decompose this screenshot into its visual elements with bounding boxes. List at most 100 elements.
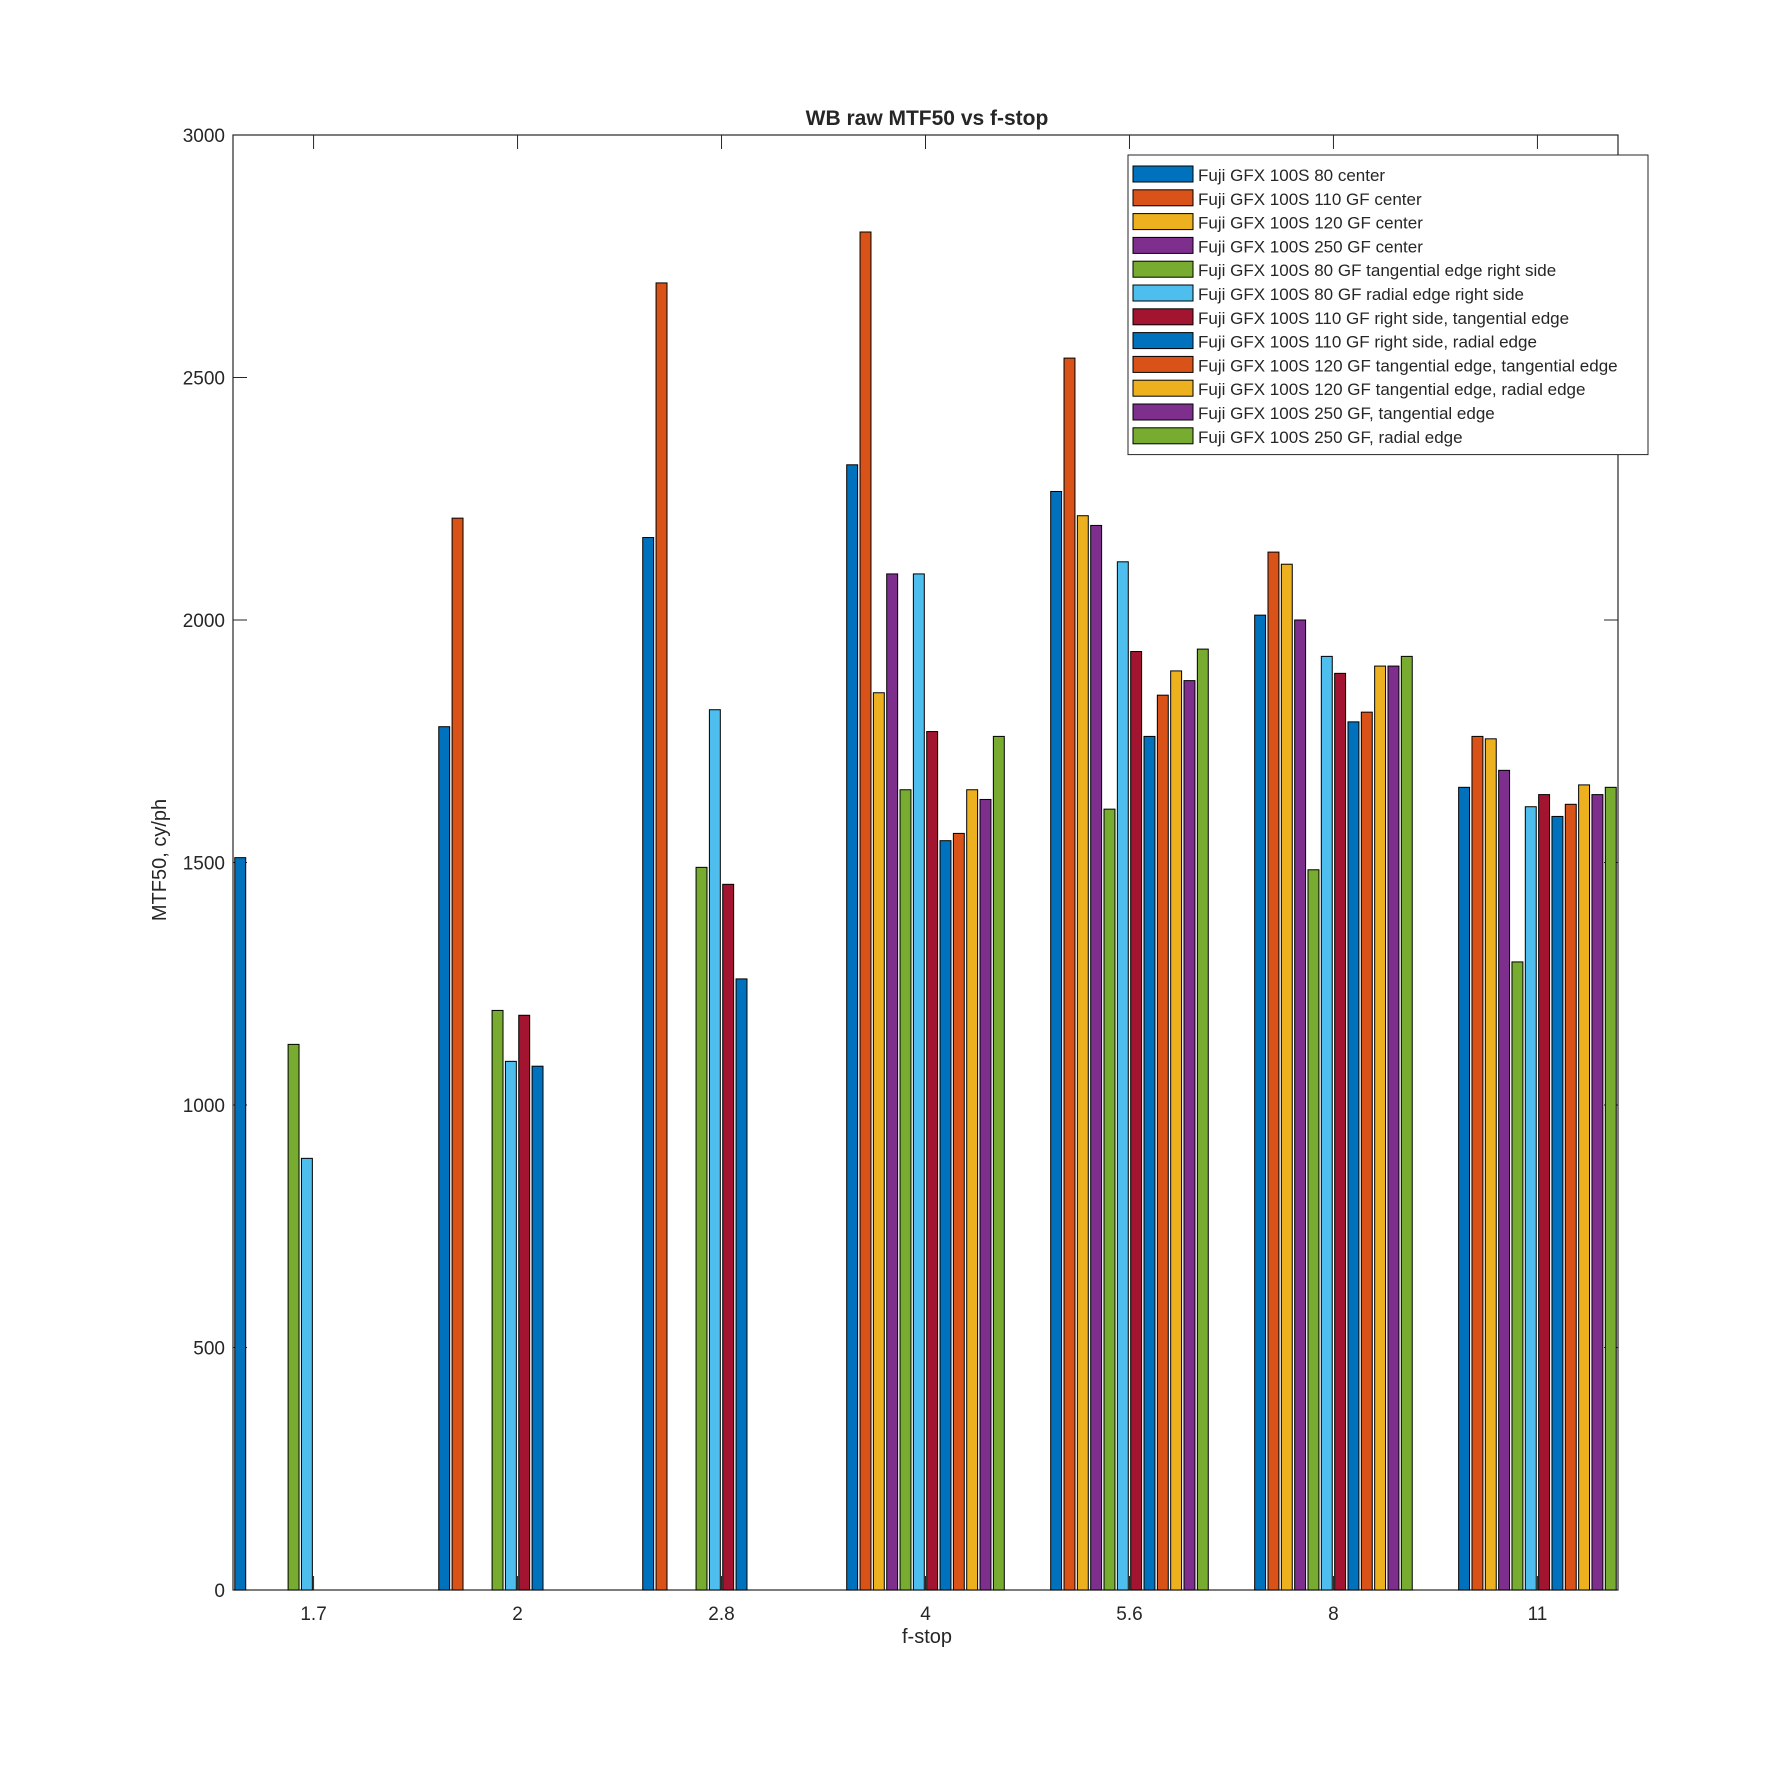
bar bbox=[1471, 735, 1484, 1591]
bar bbox=[912, 573, 925, 1591]
bar bbox=[1307, 869, 1320, 1591]
legend-swatch bbox=[1132, 355, 1194, 373]
bar bbox=[952, 832, 965, 1591]
x-tick-label: 4 bbox=[920, 1604, 931, 1625]
bar bbox=[1498, 769, 1511, 1591]
bar bbox=[300, 1157, 313, 1591]
legend-label: Fuji GFX 100S 120 GF tangential edge, ra… bbox=[1198, 380, 1585, 399]
legend: Fuji GFX 100S 80 center Fuji GFX 100S 110… bbox=[1127, 154, 1649, 456]
bar bbox=[1320, 655, 1333, 1591]
bar bbox=[451, 517, 464, 1591]
bar bbox=[735, 978, 748, 1591]
bar bbox=[1103, 808, 1116, 1591]
chart-title: WB raw MTF50 vs f-stop bbox=[806, 107, 1049, 130]
bar-series-group bbox=[234, 231, 1617, 1591]
bar bbox=[1360, 711, 1373, 1591]
bar bbox=[1578, 784, 1591, 1591]
legend-items: Fuji GFX 100S 80 center Fuji GFX 100S 110… bbox=[1132, 165, 1618, 447]
y-axis-label: MTF50, cy/ph bbox=[149, 799, 171, 921]
bar bbox=[1170, 670, 1183, 1591]
bar bbox=[1267, 551, 1280, 1591]
bar bbox=[1076, 515, 1089, 1591]
legend-swatch bbox=[1132, 284, 1194, 302]
y-tick-label: 1000 bbox=[183, 1096, 225, 1117]
legend-label: Fuji GFX 100S 110 GF center bbox=[1198, 190, 1422, 209]
bar bbox=[504, 1060, 517, 1591]
bar bbox=[1484, 738, 1497, 1591]
legend-swatch bbox=[1132, 260, 1194, 278]
legend-label: Fuji GFX 100S 250 GF, tangential edge bbox=[1198, 404, 1495, 423]
bar bbox=[1183, 680, 1196, 1591]
bar bbox=[1254, 614, 1267, 1591]
y-tick-label: 1500 bbox=[183, 854, 225, 875]
legend-label: Fuji GFX 100S 80 GF tangential edge righ… bbox=[1198, 261, 1556, 280]
bar bbox=[1050, 490, 1063, 1591]
x-tick-label: 11 bbox=[1528, 1604, 1548, 1625]
bar bbox=[1551, 815, 1564, 1591]
legend-label: Fuji GFX 100S 110 GF right side, tangent… bbox=[1198, 309, 1569, 328]
legend-label: Fuji GFX 100S 80 GF radial edge right si… bbox=[1198, 285, 1524, 304]
bar bbox=[926, 731, 939, 1591]
legend-swatch bbox=[1132, 427, 1194, 445]
bar bbox=[1374, 665, 1387, 1591]
bar bbox=[1538, 794, 1551, 1591]
bar bbox=[1280, 563, 1293, 1591]
bar bbox=[1294, 619, 1307, 1591]
legend-swatch bbox=[1132, 189, 1194, 207]
bar bbox=[886, 573, 899, 1591]
bar bbox=[1143, 735, 1156, 1591]
legend-box bbox=[1127, 154, 1649, 456]
x-axis-label: f-stop bbox=[902, 1626, 952, 1648]
bar bbox=[859, 231, 872, 1591]
bar bbox=[287, 1043, 300, 1591]
bar bbox=[1604, 786, 1617, 1591]
bar bbox=[872, 692, 885, 1591]
legend-swatch bbox=[1132, 213, 1194, 231]
legend-swatch bbox=[1132, 165, 1194, 183]
bar bbox=[695, 866, 708, 1591]
bar bbox=[722, 883, 735, 1591]
bar bbox=[234, 857, 247, 1591]
bar bbox=[1564, 803, 1577, 1591]
x-tick-label: 8 bbox=[1328, 1604, 1339, 1625]
bar bbox=[966, 789, 979, 1591]
bar bbox=[491, 1009, 504, 1591]
bar bbox=[1196, 648, 1209, 1591]
legend-swatch bbox=[1132, 403, 1194, 421]
x-tick-label: 2 bbox=[512, 1604, 523, 1625]
bar bbox=[1591, 794, 1604, 1591]
bar bbox=[518, 1014, 531, 1591]
bar bbox=[1400, 655, 1413, 1591]
bar bbox=[1347, 721, 1360, 1591]
legend-label: Fuji GFX 100S 110 GF right side, radial … bbox=[1198, 333, 1537, 352]
bar bbox=[939, 840, 952, 1591]
y-tick-label: 2000 bbox=[183, 611, 225, 632]
x-tick-label: 2.8 bbox=[708, 1604, 734, 1625]
legend-swatch bbox=[1132, 308, 1194, 326]
bar bbox=[1524, 806, 1537, 1591]
legend-label: Fuji GFX 100S 120 GF tangential edge, ta… bbox=[1198, 356, 1618, 375]
legend-label: Fuji GFX 100S 80 center bbox=[1198, 166, 1385, 185]
bar bbox=[1458, 786, 1471, 1591]
bar bbox=[1156, 694, 1169, 1591]
bar bbox=[642, 537, 655, 1591]
bar bbox=[899, 789, 912, 1591]
x-axis-ticks: 1.7 2 2.8 4 5.6 8 11 bbox=[300, 135, 1547, 1625]
bar bbox=[1511, 961, 1524, 1591]
bar bbox=[1387, 665, 1400, 1591]
legend-swatch bbox=[1132, 332, 1194, 350]
plot-area: 0 500 1000 1500 2000 2500 3000 1.7 2 2.8 4 5.6 8 11 bbox=[183, 126, 1619, 1625]
bar bbox=[846, 464, 859, 1591]
x-tick-label: 5.6 bbox=[1116, 1604, 1142, 1625]
legend-label: Fuji GFX 100S 250 GF, radial edge bbox=[1198, 428, 1463, 447]
x-tick-label: 1.7 bbox=[300, 1604, 326, 1625]
legend-swatch bbox=[1132, 379, 1194, 397]
y-tick-label: 0 bbox=[214, 1581, 225, 1602]
y-tick-label: 3000 bbox=[183, 126, 225, 147]
bar bbox=[708, 709, 721, 1591]
bar bbox=[992, 735, 1005, 1591]
bar bbox=[1116, 561, 1129, 1591]
legend-label: Fuji GFX 100S 250 GF center bbox=[1198, 237, 1423, 256]
bar bbox=[531, 1065, 544, 1591]
